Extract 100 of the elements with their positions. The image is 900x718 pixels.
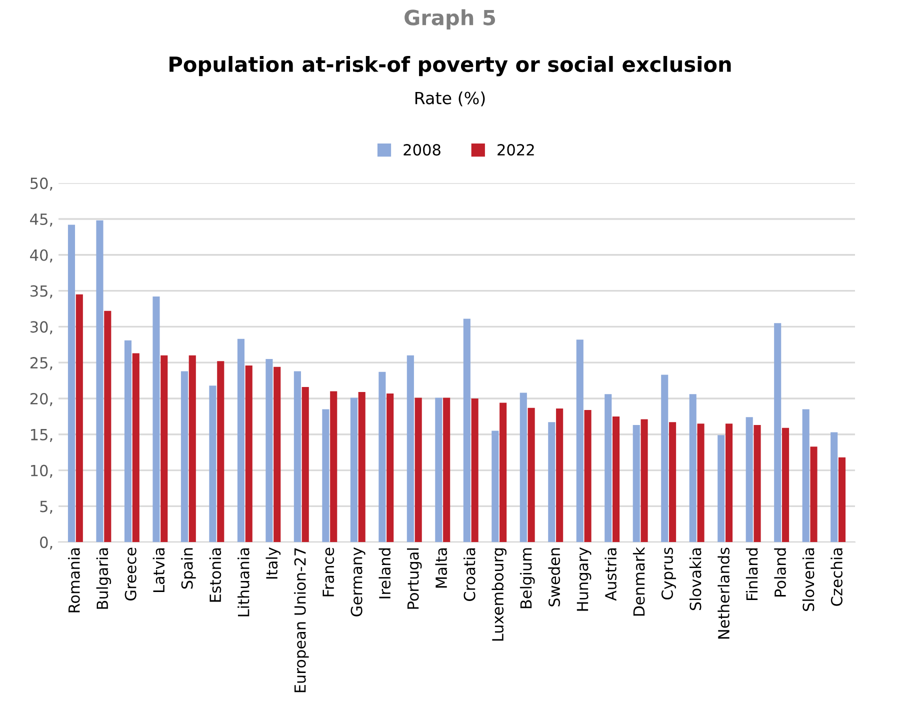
x-tick-label: Cyprus [661, 548, 676, 600]
bar [245, 365, 252, 542]
bar [640, 419, 648, 542]
x-tick-label: Slovakia [689, 548, 702, 610]
x-tick-label: Slovenia [802, 548, 814, 611]
bar [302, 387, 309, 542]
caption: Graph 5 [404, 9, 496, 30]
x-tick-label: Malta [435, 548, 448, 588]
x-tick-label: Finland [746, 548, 758, 600]
x-tick-label: Sweden [548, 548, 560, 606]
bar [237, 338, 244, 542]
bar [330, 391, 338, 542]
bar [209, 386, 216, 542]
bar [604, 394, 612, 542]
x-tick-label: Croatia [463, 548, 476, 602]
bar [576, 340, 584, 542]
bar [726, 424, 733, 542]
x-tick-label: Austria [604, 548, 617, 601]
x-tick-label: Ireland [378, 548, 391, 598]
x-tick-label: Denmark [632, 546, 645, 616]
x-tick-label: Netherlands [718, 548, 730, 639]
bar [294, 371, 301, 542]
x-tick-label: Hungary [576, 547, 592, 611]
bar [612, 416, 620, 542]
bar [500, 402, 507, 542]
y-tick-label: 5, [40, 500, 52, 514]
legend-label: 2022 [498, 144, 534, 156]
bar [386, 393, 394, 542]
y-tick-label: 30, [30, 321, 52, 334]
bar [632, 425, 640, 542]
y-tick-label: 25, [30, 357, 52, 370]
x-tick-label: Spain [181, 548, 196, 589]
bar [492, 430, 499, 542]
bar [435, 398, 442, 542]
bar [463, 318, 470, 542]
x-tick-label: Bulgaria [96, 548, 112, 609]
bar [414, 398, 422, 542]
bar [406, 355, 414, 542]
bar [810, 446, 818, 542]
bar [838, 457, 846, 542]
bar [180, 371, 188, 542]
y-tick-label: 20, [30, 392, 52, 406]
x-tick-label: Lithuania [238, 548, 250, 616]
x-tick-label: Estonia [209, 548, 222, 602]
bar [689, 394, 696, 542]
bar [378, 372, 386, 542]
y-tick-label: 10, [31, 464, 52, 478]
bar [266, 359, 273, 542]
x-tick-label: Romania [68, 548, 80, 612]
x-tick-label: Italy [266, 547, 281, 579]
bar [350, 398, 358, 542]
bar [443, 398, 450, 542]
bar [124, 340, 132, 542]
bar [471, 398, 478, 542]
bar [774, 323, 782, 542]
x-tick-label: Luxembourg [492, 548, 507, 641]
bar [96, 220, 104, 542]
bar [358, 392, 366, 542]
bar [322, 409, 330, 542]
bar [754, 425, 761, 542]
bar [697, 424, 704, 542]
bar [528, 408, 535, 542]
bar [548, 422, 556, 542]
bar [188, 355, 196, 542]
bar [132, 353, 140, 542]
legend-label: 2008 [404, 144, 440, 156]
x-tick-label: Poland [774, 548, 786, 596]
y-tick-label: 15, [31, 429, 52, 442]
bar [160, 355, 168, 542]
x-tick-label: Portugal [406, 548, 422, 609]
bar [830, 432, 838, 542]
bar [661, 374, 668, 542]
bar [669, 422, 676, 542]
bar [68, 224, 76, 542]
bar [76, 294, 83, 542]
x-tick-label: France [322, 548, 334, 596]
bar [520, 392, 527, 542]
bar [802, 409, 810, 542]
bar [217, 361, 224, 542]
x-tick-label: Germany [350, 547, 366, 616]
bar [152, 296, 160, 542]
bar [584, 410, 592, 542]
x-tick-label: Czechia [830, 548, 842, 606]
y-tick-label: 50, [30, 178, 52, 191]
y-tick-label: 0, [40, 536, 52, 550]
bar [556, 408, 564, 542]
bar [274, 366, 281, 542]
bar [104, 310, 112, 542]
y-tick-label: 45, [30, 214, 52, 227]
chart-title: Population at-risk-of poverty or social exclusion [170, 56, 731, 76]
chart-subtitle: Rate (%) [415, 91, 485, 106]
bar [782, 428, 790, 542]
bar [718, 435, 725, 542]
y-tick-label: 40, [30, 249, 52, 262]
x-tick-label: Latvia [152, 548, 165, 592]
bar [746, 417, 753, 542]
y-tick-label: 35, [30, 285, 52, 298]
x-tick-label: Belgium [520, 548, 535, 608]
x-tick-label: Greece [124, 548, 136, 600]
x-tick-label: European Union-27 [294, 548, 309, 692]
